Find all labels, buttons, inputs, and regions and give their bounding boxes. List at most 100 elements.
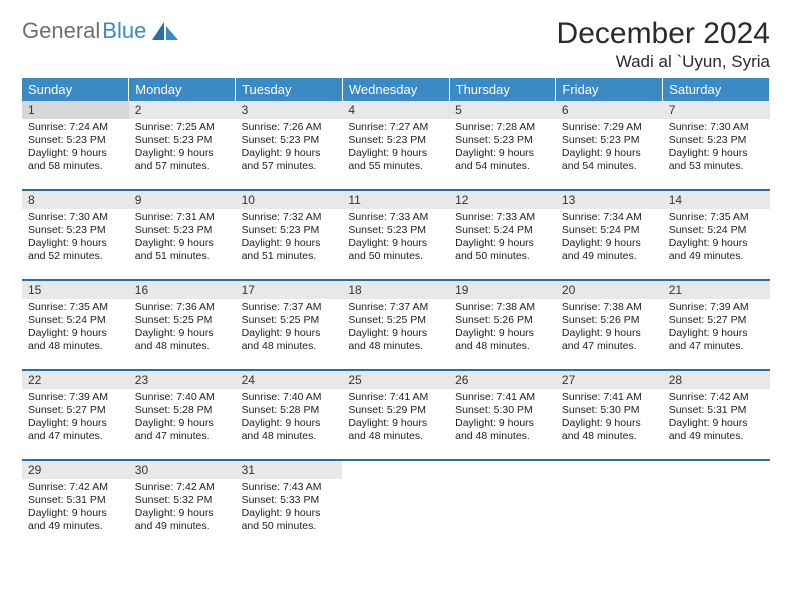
day-number: 19 [449,281,556,299]
day-details: Sunrise: 7:42 AMSunset: 5:31 PMDaylight:… [663,389,770,448]
day-number: 28 [663,371,770,389]
calendar-cell: 14Sunrise: 7:35 AMSunset: 5:24 PMDayligh… [663,190,770,280]
day-details: Sunrise: 7:33 AMSunset: 5:23 PMDaylight:… [342,209,449,268]
logo: GeneralBlue [22,18,178,44]
daylight-line: Daylight: 9 hours and 49 minutes. [562,237,657,263]
sunset-line: Sunset: 5:23 PM [242,224,337,237]
calendar-cell [556,460,663,549]
sunset-line: Sunset: 5:26 PM [562,314,657,327]
weekday-header: Tuesday [236,78,343,101]
day-number: 8 [22,191,129,209]
sunset-line: Sunset: 5:23 PM [348,134,443,147]
daylight-line: Daylight: 9 hours and 49 minutes. [28,507,123,533]
day-details: Sunrise: 7:26 AMSunset: 5:23 PMDaylight:… [236,119,343,178]
sunrise-line: Sunrise: 7:35 AM [28,301,123,314]
sunrise-line: Sunrise: 7:25 AM [135,121,230,134]
day-number: 24 [236,371,343,389]
sunset-line: Sunset: 5:32 PM [135,494,230,507]
sunset-line: Sunset: 5:23 PM [135,224,230,237]
daylight-line: Daylight: 9 hours and 53 minutes. [669,147,764,173]
sunrise-line: Sunrise: 7:41 AM [562,391,657,404]
sunset-line: Sunset: 5:23 PM [348,224,443,237]
daylight-line: Daylight: 9 hours and 48 minutes. [135,327,230,353]
calendar-cell [342,460,449,549]
day-details: Sunrise: 7:28 AMSunset: 5:23 PMDaylight:… [449,119,556,178]
logo-sail-icon [152,22,178,40]
calendar-cell: 22Sunrise: 7:39 AMSunset: 5:27 PMDayligh… [22,370,129,460]
sunrise-line: Sunrise: 7:27 AM [348,121,443,134]
sunrise-line: Sunrise: 7:43 AM [242,481,337,494]
sunrise-line: Sunrise: 7:36 AM [135,301,230,314]
sunset-line: Sunset: 5:23 PM [669,134,764,147]
daylight-line: Daylight: 9 hours and 47 minutes. [28,417,123,443]
sunrise-line: Sunrise: 7:34 AM [562,211,657,224]
daylight-line: Daylight: 9 hours and 58 minutes. [28,147,123,173]
day-number: 26 [449,371,556,389]
calendar-cell: 20Sunrise: 7:38 AMSunset: 5:26 PMDayligh… [556,280,663,370]
sunset-line: Sunset: 5:23 PM [135,134,230,147]
day-number: 22 [22,371,129,389]
day-number: 15 [22,281,129,299]
sunset-line: Sunset: 5:27 PM [28,404,123,417]
daylight-line: Daylight: 9 hours and 48 minutes. [455,327,550,353]
daylight-line: Daylight: 9 hours and 54 minutes. [455,147,550,173]
daylight-line: Daylight: 9 hours and 47 minutes. [562,327,657,353]
day-number: 16 [129,281,236,299]
sunset-line: Sunset: 5:25 PM [348,314,443,327]
day-details: Sunrise: 7:30 AMSunset: 5:23 PMDaylight:… [663,119,770,178]
logo-word2: Blue [102,18,146,44]
daylight-line: Daylight: 9 hours and 48 minutes. [562,417,657,443]
daylight-line: Daylight: 9 hours and 54 minutes. [562,147,657,173]
calendar-cell: 1Sunrise: 7:24 AMSunset: 5:23 PMDaylight… [22,101,129,190]
daylight-line: Daylight: 9 hours and 55 minutes. [348,147,443,173]
daylight-line: Daylight: 9 hours and 48 minutes. [348,327,443,353]
daylight-line: Daylight: 9 hours and 51 minutes. [242,237,337,263]
calendar-cell: 30Sunrise: 7:42 AMSunset: 5:32 PMDayligh… [129,460,236,549]
location-label: Wadi al `Uyun, Syria [557,52,770,72]
day-details: Sunrise: 7:38 AMSunset: 5:26 PMDaylight:… [449,299,556,358]
sunrise-line: Sunrise: 7:40 AM [242,391,337,404]
sunset-line: Sunset: 5:24 PM [562,224,657,237]
daylight-line: Daylight: 9 hours and 52 minutes. [28,237,123,263]
sunrise-line: Sunrise: 7:42 AM [28,481,123,494]
daylight-line: Daylight: 9 hours and 50 minutes. [455,237,550,263]
calendar-cell: 3Sunrise: 7:26 AMSunset: 5:23 PMDaylight… [236,101,343,190]
weekday-header: Wednesday [342,78,449,101]
calendar-cell: 13Sunrise: 7:34 AMSunset: 5:24 PMDayligh… [556,190,663,280]
sunrise-line: Sunrise: 7:39 AM [669,301,764,314]
day-details: Sunrise: 7:36 AMSunset: 5:25 PMDaylight:… [129,299,236,358]
daylight-line: Daylight: 9 hours and 49 minutes. [135,507,230,533]
sunrise-line: Sunrise: 7:40 AM [135,391,230,404]
day-details: Sunrise: 7:33 AMSunset: 5:24 PMDaylight:… [449,209,556,268]
day-details: Sunrise: 7:25 AMSunset: 5:23 PMDaylight:… [129,119,236,178]
day-number: 27 [556,371,663,389]
daylight-line: Daylight: 9 hours and 49 minutes. [669,417,764,443]
day-details: Sunrise: 7:38 AMSunset: 5:26 PMDaylight:… [556,299,663,358]
sunset-line: Sunset: 5:26 PM [455,314,550,327]
calendar-cell: 11Sunrise: 7:33 AMSunset: 5:23 PMDayligh… [342,190,449,280]
day-number: 17 [236,281,343,299]
day-number: 14 [663,191,770,209]
day-details: Sunrise: 7:29 AMSunset: 5:23 PMDaylight:… [556,119,663,178]
calendar-row: 8Sunrise: 7:30 AMSunset: 5:23 PMDaylight… [22,190,770,280]
title-block: December 2024 Wadi al `Uyun, Syria [557,18,770,72]
day-details: Sunrise: 7:30 AMSunset: 5:23 PMDaylight:… [22,209,129,268]
sunset-line: Sunset: 5:27 PM [669,314,764,327]
sunset-line: Sunset: 5:30 PM [562,404,657,417]
day-number: 29 [22,461,129,479]
sunset-line: Sunset: 5:31 PM [669,404,764,417]
calendar-row: 29Sunrise: 7:42 AMSunset: 5:31 PMDayligh… [22,460,770,549]
sunrise-line: Sunrise: 7:42 AM [135,481,230,494]
topbar: GeneralBlue December 2024 Wadi al `Uyun,… [22,18,770,72]
daylight-line: Daylight: 9 hours and 48 minutes. [28,327,123,353]
calendar-row: 22Sunrise: 7:39 AMSunset: 5:27 PMDayligh… [22,370,770,460]
calendar-cell [663,460,770,549]
day-details: Sunrise: 7:41 AMSunset: 5:30 PMDaylight:… [556,389,663,448]
calendar-cell: 6Sunrise: 7:29 AMSunset: 5:23 PMDaylight… [556,101,663,190]
daylight-line: Daylight: 9 hours and 50 minutes. [242,507,337,533]
sunset-line: Sunset: 5:31 PM [28,494,123,507]
calendar-cell: 17Sunrise: 7:37 AMSunset: 5:25 PMDayligh… [236,280,343,370]
daylight-line: Daylight: 9 hours and 57 minutes. [242,147,337,173]
sunset-line: Sunset: 5:23 PM [28,224,123,237]
calendar-cell: 8Sunrise: 7:30 AMSunset: 5:23 PMDaylight… [22,190,129,280]
